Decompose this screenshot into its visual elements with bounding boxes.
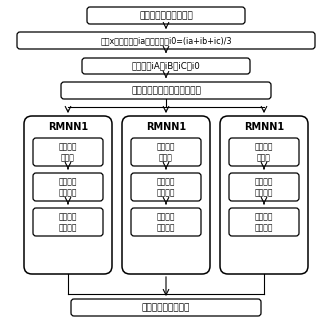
Text: 隐含层模
糊神经元: 隐含层模 糊神经元 [157,177,175,197]
FancyBboxPatch shape [220,116,308,274]
FancyBboxPatch shape [24,116,112,274]
FancyBboxPatch shape [131,173,201,201]
FancyBboxPatch shape [131,138,201,166]
FancyBboxPatch shape [229,208,299,236]
FancyBboxPatch shape [122,116,210,274]
Text: 提取x相故障分量ia，零序分量i0=(ia+ib+ic)/3: 提取x相故障分量ia，零序分量i0=(ia+ib+ic)/3 [100,36,232,45]
Text: RMNN1: RMNN1 [146,122,186,132]
FancyBboxPatch shape [229,173,299,201]
Text: 输入层组
神经元: 输入层组 神经元 [255,142,273,162]
Text: 隐含层模
糊神经元: 隐含层模 糊神经元 [59,177,77,197]
Text: 输出层模
糊神经元: 输出层模 糊神经元 [59,212,77,232]
FancyBboxPatch shape [17,32,315,49]
Text: 隐含层模
糊神经元: 隐含层模 糊神经元 [255,177,273,197]
Text: 输入层组
神经元: 输入层组 神经元 [59,142,77,162]
Text: 输入三相电流故障数据: 输入三相电流故障数据 [139,11,193,20]
FancyBboxPatch shape [33,208,103,236]
FancyBboxPatch shape [229,138,299,166]
Text: 输出层模
糊神经元: 输出层模 糊神经元 [157,212,175,232]
Text: 决策层输入故障类型: 决策层输入故障类型 [142,303,190,312]
Text: 输出层模
糊神经元: 输出层模 糊神经元 [255,212,273,232]
FancyBboxPatch shape [131,208,201,236]
FancyBboxPatch shape [33,138,103,166]
Text: 小波变换iA、iB、iC、i0: 小波变换iA、iB、iC、i0 [131,61,201,71]
Text: 提取特征时域、时频域特征量: 提取特征时域、时频域特征量 [131,86,201,95]
Text: RMNN1: RMNN1 [48,122,88,132]
FancyBboxPatch shape [61,82,271,99]
Text: RMNN1: RMNN1 [244,122,284,132]
FancyBboxPatch shape [87,7,245,24]
FancyBboxPatch shape [82,58,250,74]
FancyBboxPatch shape [71,299,261,316]
FancyBboxPatch shape [33,173,103,201]
Text: 输入层组
神经元: 输入层组 神经元 [157,142,175,162]
